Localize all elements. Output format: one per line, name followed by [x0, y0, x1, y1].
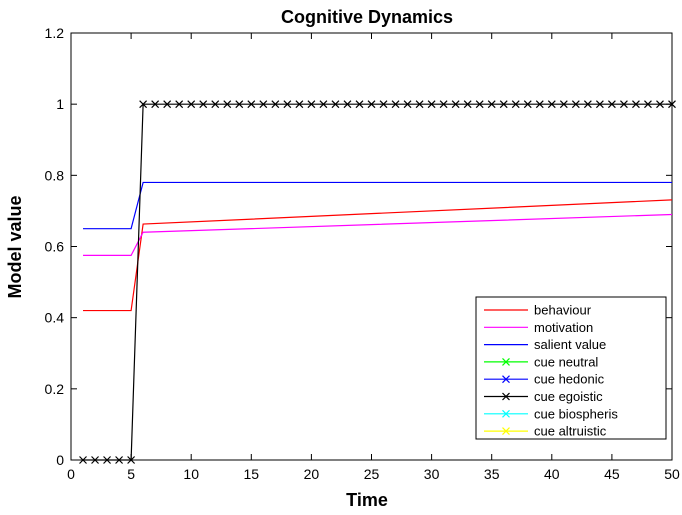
data-point-cue-egoistic	[211, 100, 220, 109]
data-point-cue-egoistic	[632, 100, 640, 109]
x-axis: 0 5 10 15 20 25 30 35 40 45 50	[67, 33, 680, 482]
legend-item-motivation: motivation	[484, 320, 593, 335]
data-point-cue-egoistic	[103, 456, 111, 464]
y-tick-label: 0.6	[45, 239, 65, 255]
data-point-cue-egoistic	[535, 100, 544, 109]
legend-label: salient value	[534, 337, 606, 352]
data-point-cue-egoistic	[331, 100, 340, 109]
legend-label: motivation	[534, 320, 593, 335]
x-tick-label: 50	[664, 466, 680, 482]
y-tick-label: 0.2	[45, 381, 65, 397]
data-point-cue-egoistic	[644, 100, 652, 109]
legend: behaviour motivation salient value cue neut…	[475, 296, 667, 440]
legend-item-cue-egoistic: cue egoistic	[484, 389, 603, 404]
series-layer	[79, 100, 676, 464]
data-point-cue-egoistic	[139, 100, 148, 109]
legend-label: cue egoistic	[534, 389, 603, 404]
legend-label: behaviour	[534, 303, 592, 318]
data-point-cue-egoistic	[559, 100, 568, 109]
x-tick-label: 0	[67, 466, 75, 482]
legend-label: cue biospheris	[534, 406, 618, 421]
legend-label: cue altruistic	[534, 424, 607, 439]
data-point-cue-egoistic	[668, 100, 676, 109]
data-point-cue-egoistic	[355, 100, 364, 109]
y-tick-label: 0.8	[45, 167, 65, 183]
data-point-cue-egoistic	[403, 100, 412, 109]
x-tick-label: 40	[544, 466, 560, 482]
data-point-cue-egoistic	[656, 100, 664, 109]
legend-item-cue-biospheris: cue biospheris	[484, 406, 618, 421]
data-point-cue-egoistic	[295, 100, 304, 109]
legend-item-cue-altruistic: cue altruistic	[484, 424, 607, 439]
data-point-cue-egoistic	[511, 100, 520, 109]
data-point-cue-egoistic	[115, 456, 124, 464]
data-point-cue-egoistic	[415, 100, 424, 109]
data-point-cue-egoistic	[571, 100, 580, 109]
data-point-cue-egoistic	[283, 100, 292, 109]
data-point-cue-egoistic	[463, 100, 472, 109]
data-point-cue-egoistic	[151, 100, 160, 109]
data-point-cue-egoistic	[595, 100, 604, 109]
x-tick-label: 30	[424, 466, 440, 482]
data-point-cue-egoistic	[391, 100, 400, 109]
data-point-cue-egoistic	[451, 100, 460, 109]
legend-item-cue-neutral: cue neutral	[484, 354, 598, 369]
data-point-cue-egoistic	[79, 456, 87, 464]
data-point-cue-egoistic	[379, 100, 388, 109]
data-point-cue-egoistic	[235, 100, 244, 109]
data-point-cue-egoistic	[619, 100, 628, 109]
data-point-cue-egoistic	[187, 100, 196, 109]
y-axis: 0 0.2 0.4 0.6 0.8 1 1.2	[45, 25, 672, 468]
data-point-cue-egoistic	[259, 100, 268, 109]
data-point-cue-egoistic	[127, 456, 136, 464]
x-tick-label: 15	[244, 466, 260, 482]
data-point-cue-egoistic	[475, 100, 484, 109]
series-line-motivation	[83, 213, 673, 256]
data-point-cue-egoistic	[91, 456, 99, 464]
x-tick-label: 5	[127, 466, 135, 482]
data-point-cue-egoistic	[487, 100, 496, 109]
data-point-cue-egoistic	[523, 100, 532, 109]
data-point-cue-egoistic	[499, 100, 508, 109]
data-point-cue-egoistic	[583, 100, 592, 109]
data-point-cue-egoistic	[439, 100, 448, 109]
y-axis-title: Model value	[5, 195, 25, 298]
y-tick-label: 0	[56, 452, 64, 468]
data-point-cue-egoistic	[247, 100, 256, 109]
data-point-cue-egoistic	[163, 100, 172, 109]
data-point-cue-egoistic	[199, 100, 208, 109]
data-point-cue-egoistic	[223, 100, 232, 109]
x-tick-label: 10	[183, 466, 199, 482]
data-point-cue-egoistic	[427, 100, 436, 109]
data-point-cue-egoistic	[175, 100, 184, 109]
x-axis-title: Time	[346, 490, 388, 510]
series-line-cue-egoistic	[83, 103, 672, 461]
data-point-cue-egoistic	[367, 100, 376, 109]
series-line-salient-value	[83, 181, 672, 230]
legend-item-behaviour: behaviour	[484, 303, 592, 318]
data-point-cue-egoistic	[607, 100, 616, 109]
y-tick-label: 1.2	[45, 25, 65, 41]
legend-item-cue-hedonic: cue hedonic	[484, 372, 605, 387]
data-point-cue-egoistic	[547, 100, 556, 109]
data-point-cue-egoistic	[307, 100, 316, 109]
x-tick-label: 20	[304, 466, 320, 482]
legend-label: cue hedonic	[534, 372, 605, 387]
data-point-cue-egoistic	[343, 100, 352, 109]
x-tick-label: 35	[484, 466, 500, 482]
legend-item-salient-value: salient value	[484, 337, 606, 352]
x-tick-label: 45	[604, 466, 620, 482]
y-tick-label: 0.4	[45, 310, 65, 326]
x-tick-label: 25	[364, 466, 380, 482]
y-tick-label: 1	[56, 96, 64, 112]
chart-title: Cognitive Dynamics	[281, 7, 453, 27]
legend-label: cue neutral	[534, 354, 598, 369]
data-point-cue-egoistic	[271, 100, 280, 109]
data-point-cue-egoistic	[319, 100, 328, 109]
